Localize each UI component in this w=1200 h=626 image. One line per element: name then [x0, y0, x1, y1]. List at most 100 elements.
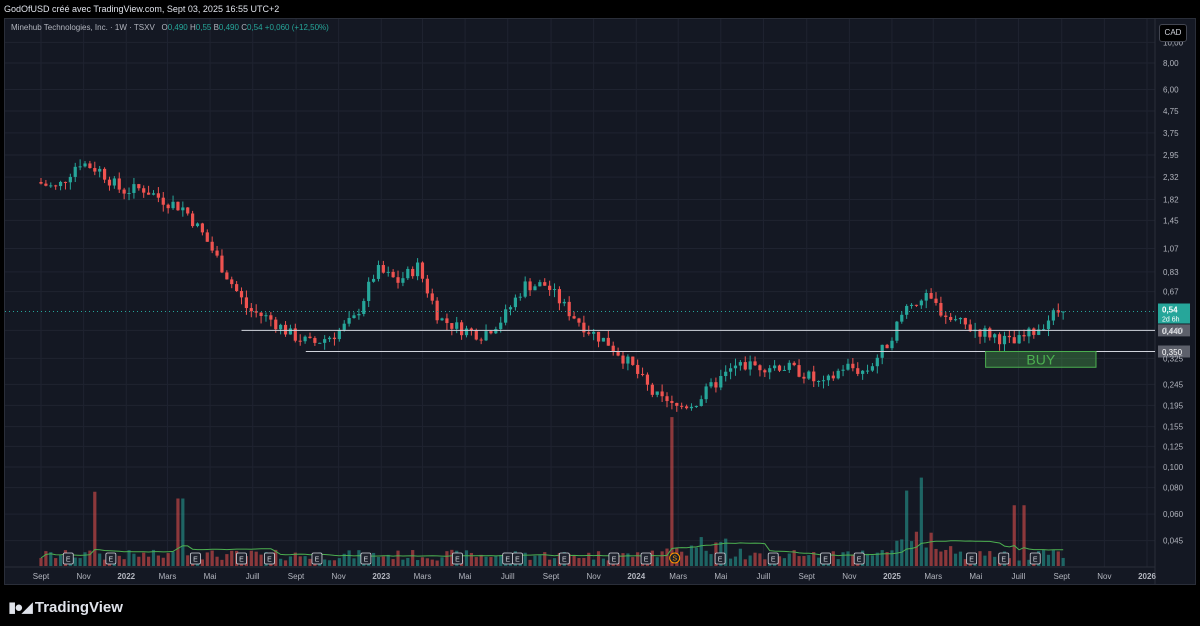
candle-body — [39, 181, 43, 184]
candle-body — [274, 319, 278, 330]
earnings-marker — [264, 552, 275, 565]
candle-body — [98, 168, 102, 172]
volume-bar — [738, 548, 742, 566]
candle-body — [464, 328, 469, 336]
volume-bar — [841, 552, 845, 566]
candle-body — [313, 338, 317, 343]
volume-bar — [420, 557, 425, 566]
volume-bar — [386, 554, 390, 566]
candle-body — [841, 369, 845, 371]
candle-body — [1002, 335, 1007, 345]
volume-bar — [54, 558, 58, 566]
candle-body — [513, 297, 517, 308]
candle-body — [298, 340, 302, 342]
volume-bar — [1046, 554, 1051, 566]
time-axis-label: 2023 — [372, 572, 390, 581]
candle-body — [606, 337, 610, 346]
tradingview-logo[interactable]: ▮●◢ TradingView — [8, 598, 123, 617]
candle-body — [709, 382, 713, 387]
volume-bar — [73, 557, 77, 566]
candle-body — [371, 278, 376, 282]
volume-bar — [494, 556, 498, 566]
volume-bar — [650, 550, 654, 566]
price-axis-label: 0,440 — [1163, 326, 1184, 335]
candle-body — [655, 391, 659, 395]
candle-body — [997, 334, 1002, 345]
price-axis-label: 0,125 — [1163, 442, 1184, 451]
candle-body — [909, 304, 914, 306]
open-value: 0,490 — [167, 23, 188, 32]
candle-body — [665, 396, 669, 402]
earnings-marker-label: E — [1001, 557, 1006, 564]
volume-bar — [621, 553, 625, 566]
volume-bar — [58, 555, 63, 566]
candle-body — [689, 406, 694, 409]
volume-bar — [298, 556, 302, 566]
volume-bar — [332, 560, 337, 566]
buy-zone-box — [985, 350, 1097, 368]
candle-body — [905, 305, 909, 315]
candle-body — [166, 204, 170, 209]
candle-body — [650, 384, 654, 395]
volume-bar — [924, 547, 928, 566]
candle-body — [425, 278, 429, 294]
candle-body — [352, 315, 356, 319]
price-chart[interactable]: 0,440 0,350 BUY 10,00 8,00 6,00 4,75 3,75 2,95 2,… — [5, 19, 1195, 584]
earnings-marker — [190, 552, 201, 565]
volume-bar — [210, 550, 214, 566]
candle-body — [939, 302, 943, 316]
candle-body — [626, 356, 630, 364]
chart-area[interactable]: 0,440 0,350 BUY 10,00 8,00 6,00 4,75 3,75 2,95 2,… — [4, 18, 1196, 585]
price-axis-label: 0,83 — [1163, 268, 1179, 277]
candle-body — [293, 328, 297, 341]
candle-body — [1012, 337, 1016, 344]
volume-bar — [288, 556, 293, 566]
volume-bar — [401, 559, 405, 566]
volume-bar — [782, 558, 786, 566]
volume-bar — [1012, 505, 1016, 566]
candle-body — [415, 262, 420, 277]
candle-body — [215, 250, 219, 256]
earnings-marker — [853, 552, 865, 565]
volume-bar — [890, 550, 894, 566]
volume-bar — [724, 538, 728, 566]
time-axis-label: Mai — [969, 572, 982, 581]
earnings-marker — [512, 552, 523, 565]
candle-body — [181, 207, 185, 211]
candle-body — [1037, 329, 1041, 335]
candle-body — [645, 374, 650, 385]
support-line-price-box — [1158, 345, 1190, 358]
volume-bar — [880, 550, 884, 566]
earnings-marker — [360, 552, 372, 565]
volume-bar — [655, 557, 659, 566]
candle-body — [93, 168, 97, 172]
candle-body — [797, 365, 801, 377]
volume-bar — [817, 557, 821, 566]
candle-body — [768, 368, 772, 373]
candle-body — [836, 370, 840, 379]
candle-body — [738, 362, 742, 366]
candle-body — [508, 307, 513, 310]
volume-bar — [777, 556, 782, 566]
volume-bar — [670, 417, 674, 566]
time-axis-label: Mars — [669, 572, 687, 581]
candle-body — [469, 328, 473, 331]
currency-button[interactable]: CAD — [1159, 24, 1187, 42]
high-label: H — [189, 23, 196, 32]
candle-body — [484, 331, 488, 341]
price-axis-label: 6,00 — [1163, 85, 1179, 94]
earnings-marker — [714, 552, 726, 565]
time-axis-label: Juill — [246, 572, 260, 581]
volume-bar — [660, 551, 664, 566]
candle-body — [440, 318, 444, 321]
earnings-marker — [966, 552, 978, 565]
candle-body — [391, 271, 395, 278]
symbol-legend: Minehub Technologies, Inc. · 1W · TSXV O… — [11, 23, 329, 32]
candle-body — [244, 297, 249, 309]
candle-body — [993, 334, 997, 338]
volume-bar — [200, 559, 204, 566]
volume-bar — [572, 555, 576, 566]
candle-body — [743, 362, 747, 370]
candle-body — [777, 365, 782, 371]
candle-body — [318, 342, 322, 344]
